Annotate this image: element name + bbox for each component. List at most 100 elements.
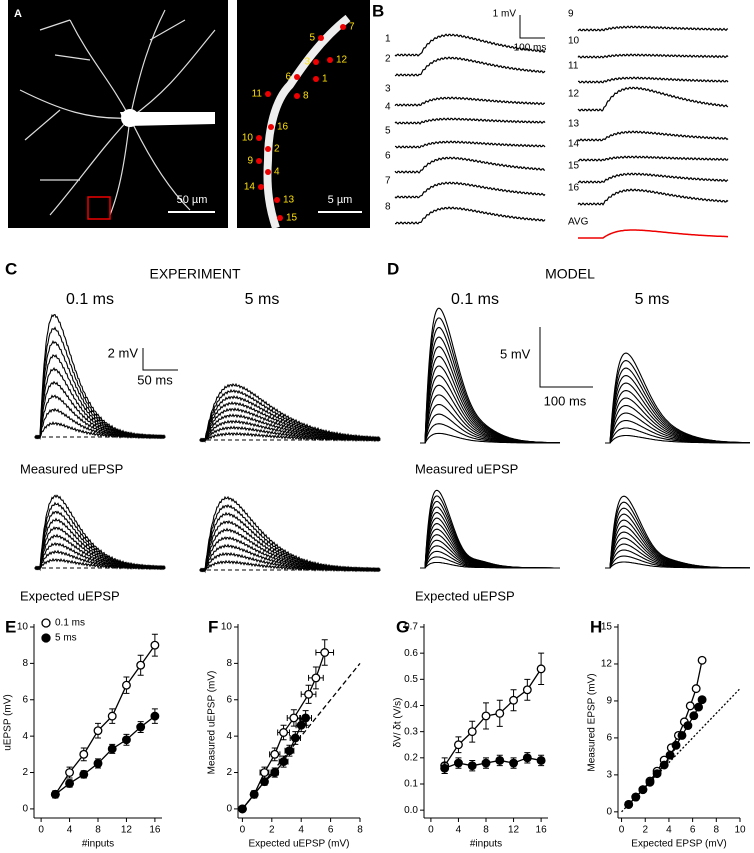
spine-dot	[256, 158, 262, 164]
x-tick-label: 0	[428, 825, 434, 836]
soma	[121, 109, 139, 127]
x-axis-label: #inputs	[470, 839, 502, 850]
y-tick-label: 0.0	[404, 805, 418, 816]
trace	[605, 404, 750, 444]
x-tick-label: 6	[690, 825, 696, 836]
y-tick-label: 0.7	[404, 622, 418, 633]
x-tick-label: 0	[619, 825, 625, 836]
y-tick-label: 0	[22, 804, 28, 815]
marker	[481, 758, 491, 768]
trace-label: Measured uEPSP	[20, 461, 123, 476]
marker	[301, 713, 311, 723]
trace-label: 16	[568, 183, 580, 194]
panel-b: B 1 mV 100 ms	[372, 1, 546, 53]
marker	[311, 673, 321, 683]
trace	[199, 388, 381, 444]
scale-label: 100 ms	[514, 43, 547, 54]
marker	[481, 711, 491, 721]
marker	[689, 711, 699, 721]
trace-label: 14	[568, 139, 580, 150]
spine-label: 16	[277, 122, 289, 133]
trace	[395, 206, 546, 225]
trace	[578, 229, 728, 239]
spine-label: 8	[303, 91, 309, 102]
scale-bar	[519, 15, 545, 39]
y-tick-label: 12	[601, 659, 613, 670]
marker	[509, 695, 519, 705]
x-axis-label: #inputs	[82, 839, 114, 850]
trace-label: 13	[568, 119, 580, 130]
spine-label: 15	[286, 213, 298, 224]
y-tick-label: 4	[226, 731, 232, 742]
trace	[199, 419, 381, 443]
trace	[605, 352, 751, 444]
x-tick-label: 8	[483, 825, 489, 836]
trace	[394, 96, 546, 107]
trace	[605, 513, 750, 569]
y-tick-label: 2	[226, 767, 232, 778]
roi-box	[87, 196, 111, 220]
trace-label: 6	[385, 151, 391, 162]
spine-dot	[327, 57, 333, 63]
marker	[150, 711, 160, 721]
trace-label: 1	[385, 34, 391, 45]
trace	[605, 501, 750, 569]
panel-label: E	[5, 617, 16, 636]
condition-label: 5 ms	[245, 291, 280, 308]
legend-label: 5 ms	[55, 633, 77, 644]
marker	[150, 640, 160, 650]
marker	[260, 768, 269, 777]
panel-d: D MODEL 0.1 ms 5 ms 5 mV 100 ms Measured…	[387, 259, 669, 603]
scale-label: 5 mV	[500, 346, 531, 361]
marker	[495, 708, 505, 718]
marker	[290, 733, 300, 743]
y-tick-label: 6	[606, 733, 612, 744]
trace	[394, 117, 546, 125]
marker	[136, 722, 146, 732]
trace	[577, 76, 729, 84]
trace-label: 8	[385, 202, 391, 213]
trace	[605, 507, 750, 569]
y-tick-label: 3	[606, 770, 612, 781]
spine-dot	[313, 76, 319, 82]
x-tick-label: 4	[298, 825, 304, 836]
y-axis-label: uEPSP (mV)	[3, 694, 14, 751]
x-tick-label: 12	[508, 825, 520, 836]
trace	[577, 86, 729, 112]
marker	[270, 749, 280, 759]
trace	[394, 33, 546, 57]
condition-label: 0.1 ms	[451, 291, 499, 308]
spine-dot	[313, 59, 319, 65]
marker	[79, 749, 89, 759]
y-tick-label: 0	[226, 804, 232, 815]
scale-label: 50 µm	[177, 194, 208, 206]
y-tick-label: 8	[22, 658, 28, 669]
marker	[697, 655, 707, 665]
marker	[694, 702, 703, 712]
trace	[577, 53, 729, 59]
y-tick-label: 0	[606, 806, 612, 817]
marker	[249, 789, 259, 799]
x-tick-label: 8	[714, 825, 720, 836]
trace	[577, 25, 729, 32]
marker	[121, 680, 131, 690]
marker	[440, 763, 450, 773]
y-tick-label: 9	[606, 696, 612, 707]
unity-line	[241, 662, 361, 810]
marker	[659, 760, 669, 770]
y-tick-label: 6	[22, 694, 28, 705]
y-tick-label: 10	[17, 622, 29, 633]
x-tick-label: 4	[666, 825, 672, 836]
marker	[495, 755, 505, 765]
marker	[65, 768, 75, 777]
y-tick-label: 0.2	[404, 752, 418, 763]
trace	[34, 313, 166, 440]
trace	[199, 495, 381, 573]
trace	[420, 523, 560, 569]
y-tick-label: 8	[226, 658, 232, 669]
trace	[577, 130, 729, 142]
trace	[199, 504, 381, 574]
trace	[420, 489, 560, 569]
marker	[665, 750, 675, 760]
